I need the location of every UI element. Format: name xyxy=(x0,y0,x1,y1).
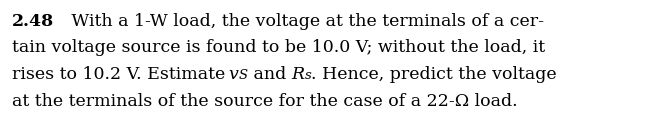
Text: S: S xyxy=(238,69,248,82)
Text: s: s xyxy=(304,69,312,82)
Text: With a 1-W load, the voltage at the terminals of a cer-: With a 1-W load, the voltage at the term… xyxy=(54,13,544,30)
Text: v: v xyxy=(228,66,238,83)
Text: . Hence, predict the voltage: . Hence, predict the voltage xyxy=(312,66,557,83)
Text: rises to 10.2 V. Estimate: rises to 10.2 V. Estimate xyxy=(12,66,228,83)
Text: 2.48: 2.48 xyxy=(12,13,54,30)
Text: R: R xyxy=(292,66,304,83)
Text: tain voltage source is found to be 10.0 V; without the load, it: tain voltage source is found to be 10.0 … xyxy=(12,40,545,57)
Text: and: and xyxy=(248,66,292,83)
Text: at the terminals of the source for the case of a 22-Ω load.: at the terminals of the source for the c… xyxy=(12,92,517,109)
